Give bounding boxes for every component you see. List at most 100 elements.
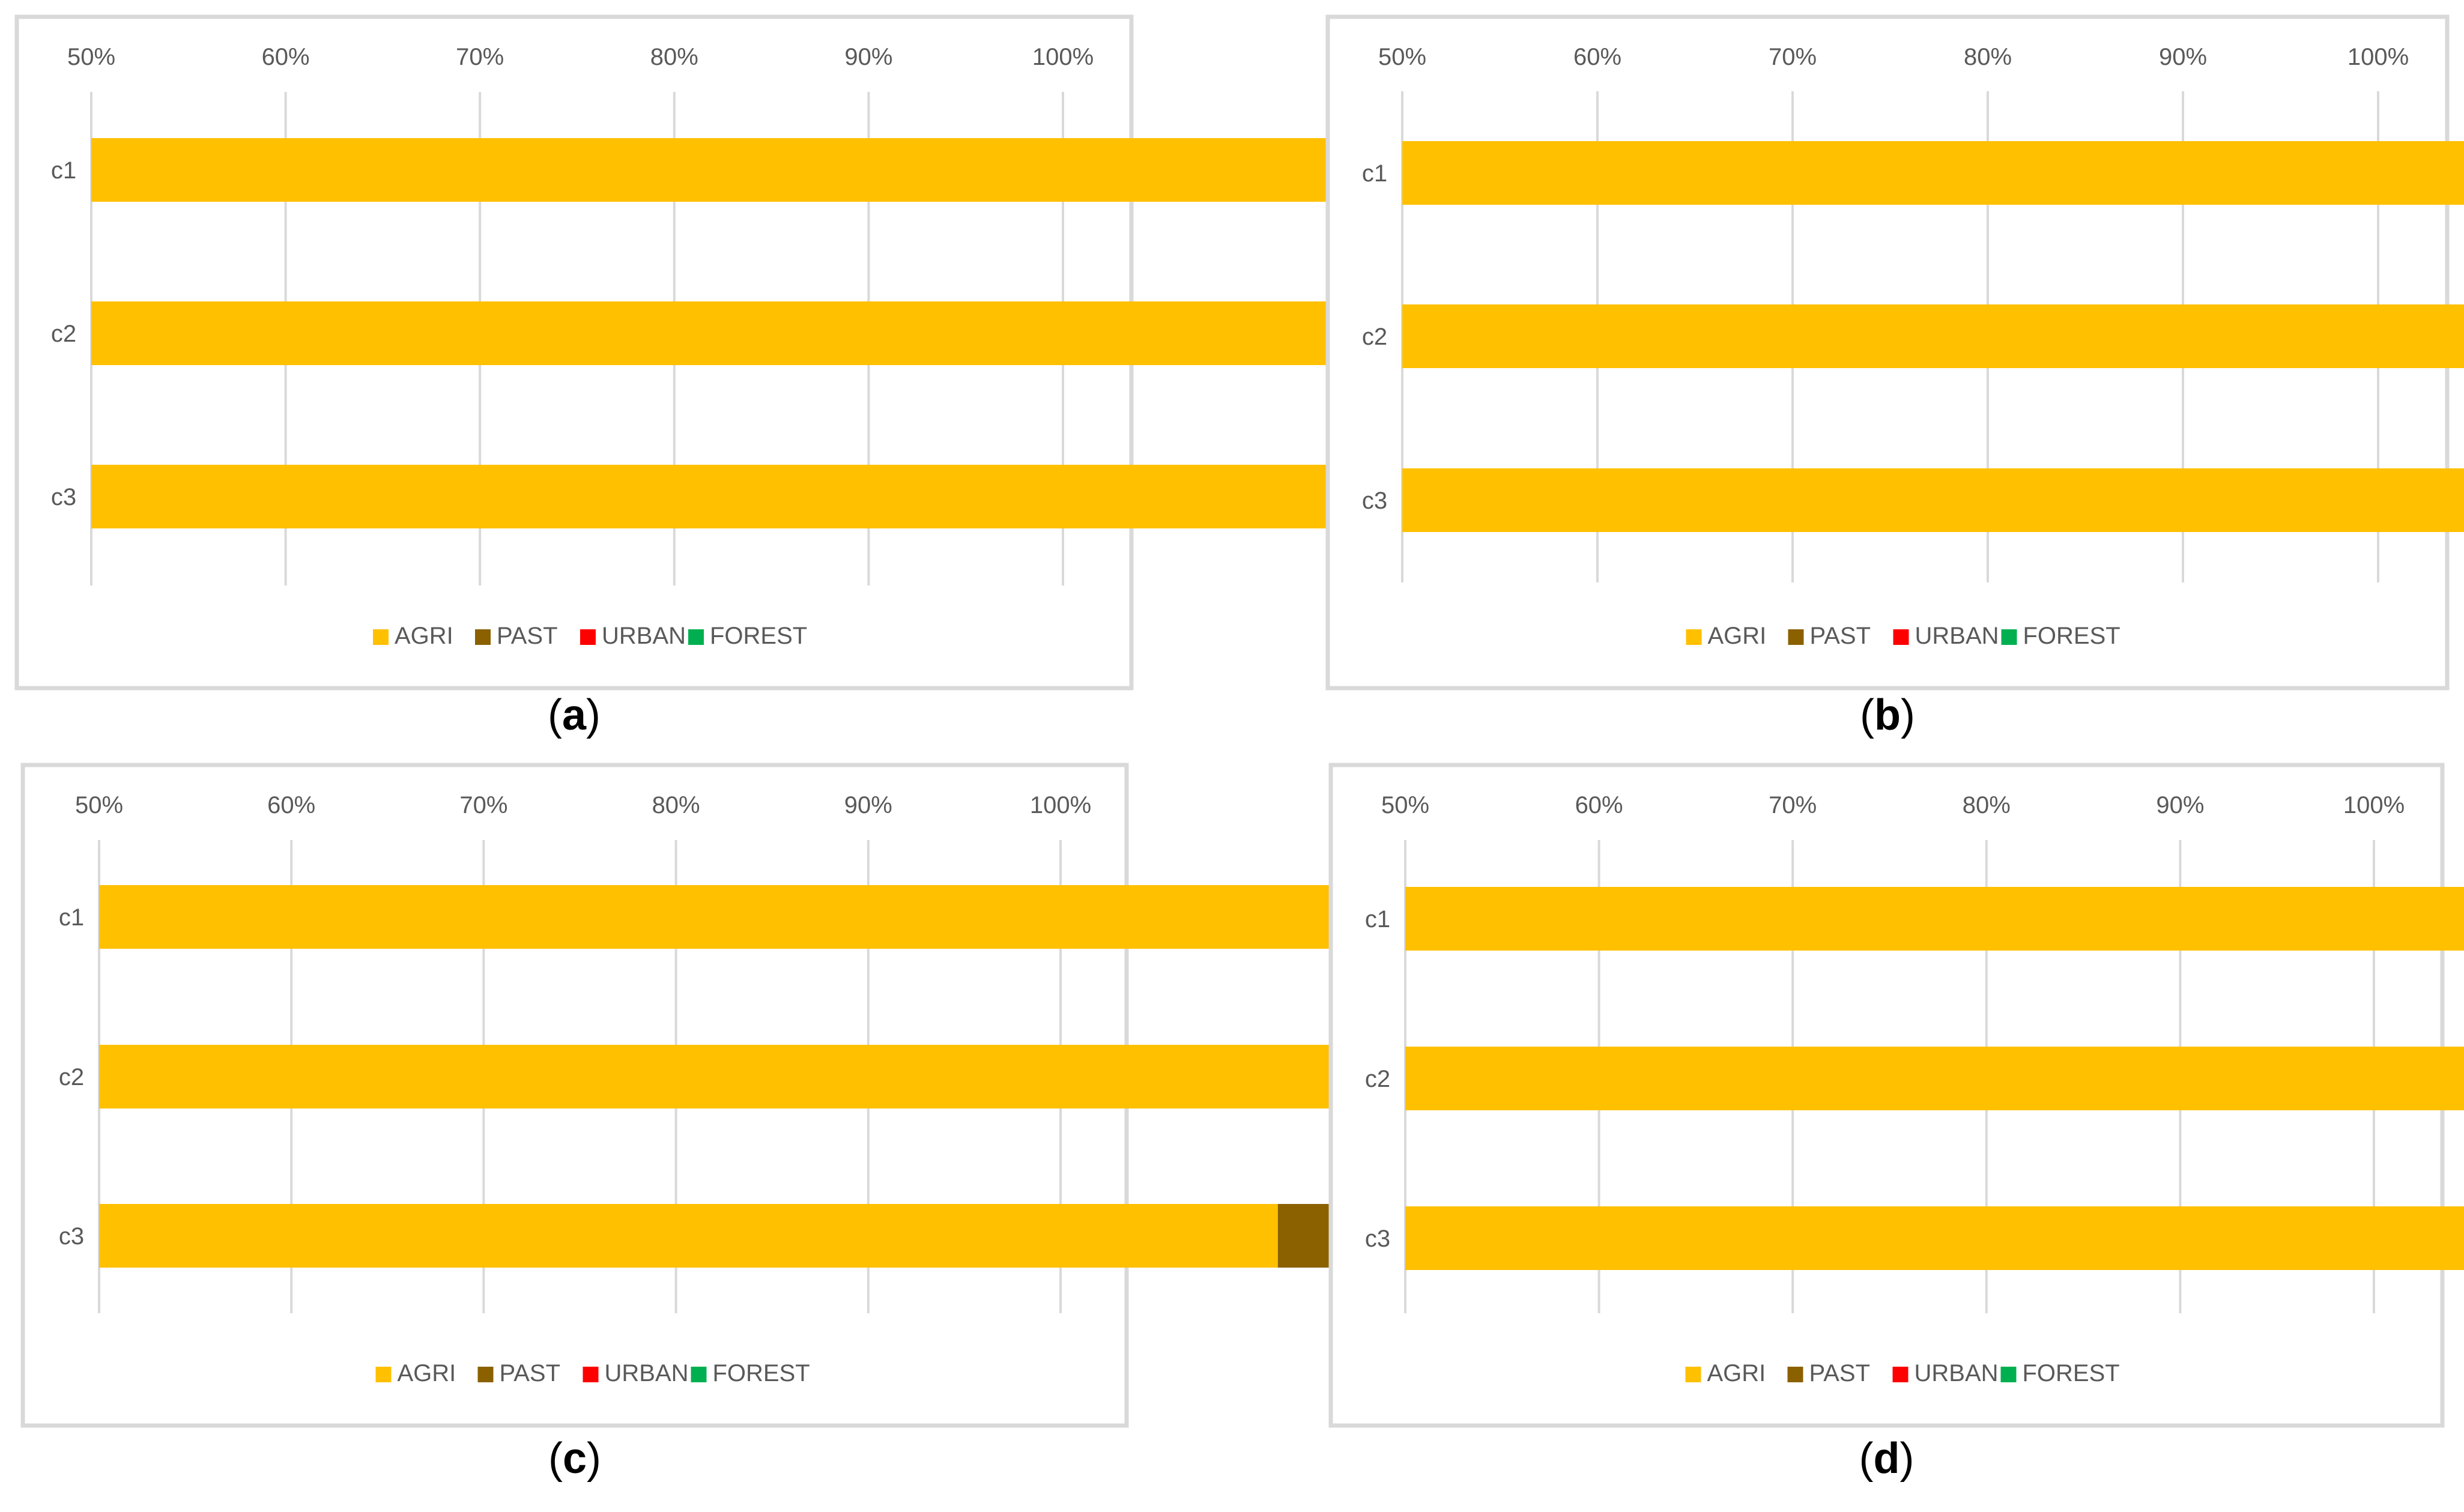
y-tick-label: c3 <box>51 484 76 510</box>
panel-label-paren-close: ) <box>1899 1435 1914 1483</box>
x-tick-label: 60% <box>262 44 310 70</box>
panel-label: (b) <box>1860 691 1915 739</box>
bar-segment-agri-c2 <box>99 1045 1372 1108</box>
panel-label-letter: d <box>1874 1435 1900 1483</box>
x-tick-label: 70% <box>1769 792 1817 818</box>
x-tick-label: 80% <box>652 792 700 818</box>
x-tick-label: 70% <box>459 792 507 818</box>
legend-swatch-urban <box>580 629 596 645</box>
legend-label-past: PAST <box>1809 1360 1871 1387</box>
y-tick-label: c2 <box>1365 1066 1390 1092</box>
bar-segment-agri-c2 <box>91 301 1514 365</box>
x-tick-label: 50% <box>1381 792 1429 818</box>
y-tick-label: c1 <box>51 157 76 184</box>
y-tick-label: c1 <box>59 904 84 931</box>
panel-label: (d) <box>1859 1435 1915 1483</box>
x-tick-label: 80% <box>1963 792 2011 818</box>
bar-segment-agri-c1 <box>99 885 1430 949</box>
legend-label-agri: AGRI <box>1708 623 1767 649</box>
legend-swatch-forest <box>688 629 704 645</box>
x-tick-label: 90% <box>2159 44 2207 70</box>
y-tick-label: c1 <box>1365 906 1390 933</box>
legend-label-urban: URBAN <box>1915 1360 1999 1387</box>
legend-swatch-past <box>475 629 491 645</box>
x-tick-label: 100% <box>2343 792 2405 818</box>
legend-label-agri: AGRI <box>398 1360 456 1387</box>
bar-segment-agri-c3 <box>99 1204 1278 1268</box>
bar-segment-agri-c2 <box>1402 304 2464 368</box>
x-tick-label: 100% <box>1032 44 1094 70</box>
y-tick-label: c3 <box>1365 1226 1390 1252</box>
x-tick-label: 60% <box>1575 792 1623 818</box>
bar-segment-agri-c3 <box>1405 1206 2464 1270</box>
x-tick-label: 90% <box>844 792 892 818</box>
legend-swatch-forest <box>691 1367 707 1382</box>
bar-segment-agri-c1 <box>1402 141 2464 205</box>
x-tick-label: 70% <box>456 44 504 70</box>
legend-label-forest: FOREST <box>2023 1360 2120 1387</box>
panel-a: 50% 60% 70% 80% 90% 100% c1 c2 c3 AGRI PAST URBAN FO… <box>14 14 2035 739</box>
legend-swatch-urban <box>1892 1367 1909 1382</box>
x-tick-label: 70% <box>1769 44 1817 70</box>
legend-swatch-past <box>1788 629 1804 645</box>
legend-label-agri: AGRI <box>395 623 453 649</box>
legend-swatch-urban <box>583 1367 599 1382</box>
x-tick-label: 100% <box>1030 792 1091 818</box>
y-tick-label: c3 <box>1362 488 1387 514</box>
legend-label-past: PAST <box>1810 623 1871 649</box>
legend-swatch-past <box>1787 1367 1803 1382</box>
panel-label-letter: a <box>562 691 587 739</box>
x-tick-label: 90% <box>844 44 892 70</box>
x-tick-label: 100% <box>2347 44 2409 70</box>
legend-swatch-past <box>477 1367 494 1382</box>
panel-label-paren-close: ) <box>586 691 601 739</box>
bar-segment-agri-c3 <box>91 465 1366 528</box>
legend-swatch-agri <box>375 1367 392 1382</box>
panel-label-paren-close: ) <box>1901 691 1915 739</box>
bar-segment-agri-c1 <box>1405 887 2464 951</box>
x-tick-label: 60% <box>267 792 315 818</box>
legend-swatch-forest <box>2001 629 2017 645</box>
legend-swatch-urban <box>1893 629 1909 645</box>
x-tick-label: 50% <box>1378 44 1426 70</box>
y-tick-label: c2 <box>59 1064 84 1090</box>
y-tick-label: c1 <box>1362 160 1387 187</box>
legend-label-forest: FOREST <box>713 1360 810 1387</box>
bar-segment-agri-c1 <box>91 138 1539 202</box>
y-tick-label: c2 <box>51 321 76 347</box>
panel-label-paren-open: ( <box>1859 1435 1874 1483</box>
legend-label-forest: FOREST <box>2023 623 2120 649</box>
legend-label-urban: URBAN <box>602 623 686 649</box>
y-tick-label: c2 <box>1362 324 1387 350</box>
x-tick-label: 50% <box>67 44 115 70</box>
panel-label-paren-open: ( <box>1860 691 1874 739</box>
panel-d: 50% 60% 70% 80% 90% 100% c1 c2 c3 AGRI PAST URBAN FO… <box>1328 763 2464 1483</box>
y-tick-label: c3 <box>59 1223 84 1250</box>
x-tick-label: 60% <box>1573 44 1621 70</box>
panel-label: (c) <box>548 1435 601 1483</box>
legend-label-agri: AGRI <box>1707 1360 1766 1387</box>
legend-label-urban: URBAN <box>1915 623 1999 649</box>
x-tick-label: 50% <box>75 792 123 818</box>
panel-label-paren-open: ( <box>548 1435 563 1483</box>
legend-swatch-forest <box>2000 1367 2017 1382</box>
legend-swatch-agri <box>1685 1367 1701 1382</box>
panel-label-letter: c <box>563 1435 587 1483</box>
panel-b: 50% 60% 70% 80% 90% 100% c1 c2 c3 AGRI PAST URBAN FO… <box>1325 14 2464 739</box>
panel-label-paren-open: ( <box>548 691 562 739</box>
legend-label-urban: URBAN <box>605 1360 689 1387</box>
legend-label-past: PAST <box>500 1360 561 1387</box>
legend-label-forest: FOREST <box>710 623 807 649</box>
bar-segment-agri-c3 <box>1402 468 2464 532</box>
x-tick-label: 80% <box>1964 44 2012 70</box>
panel-label-letter: b <box>1874 691 1901 739</box>
panel-label: (a) <box>548 691 601 739</box>
legend-label-past: PAST <box>497 623 558 649</box>
x-tick-label: 80% <box>650 44 698 70</box>
panel-label-paren-close: ) <box>587 1435 601 1483</box>
legend-swatch-agri <box>373 629 389 645</box>
legend-swatch-agri <box>1686 629 1702 645</box>
bar-segment-agri-c2 <box>1405 1047 2464 1110</box>
x-tick-label: 90% <box>2156 792 2204 818</box>
